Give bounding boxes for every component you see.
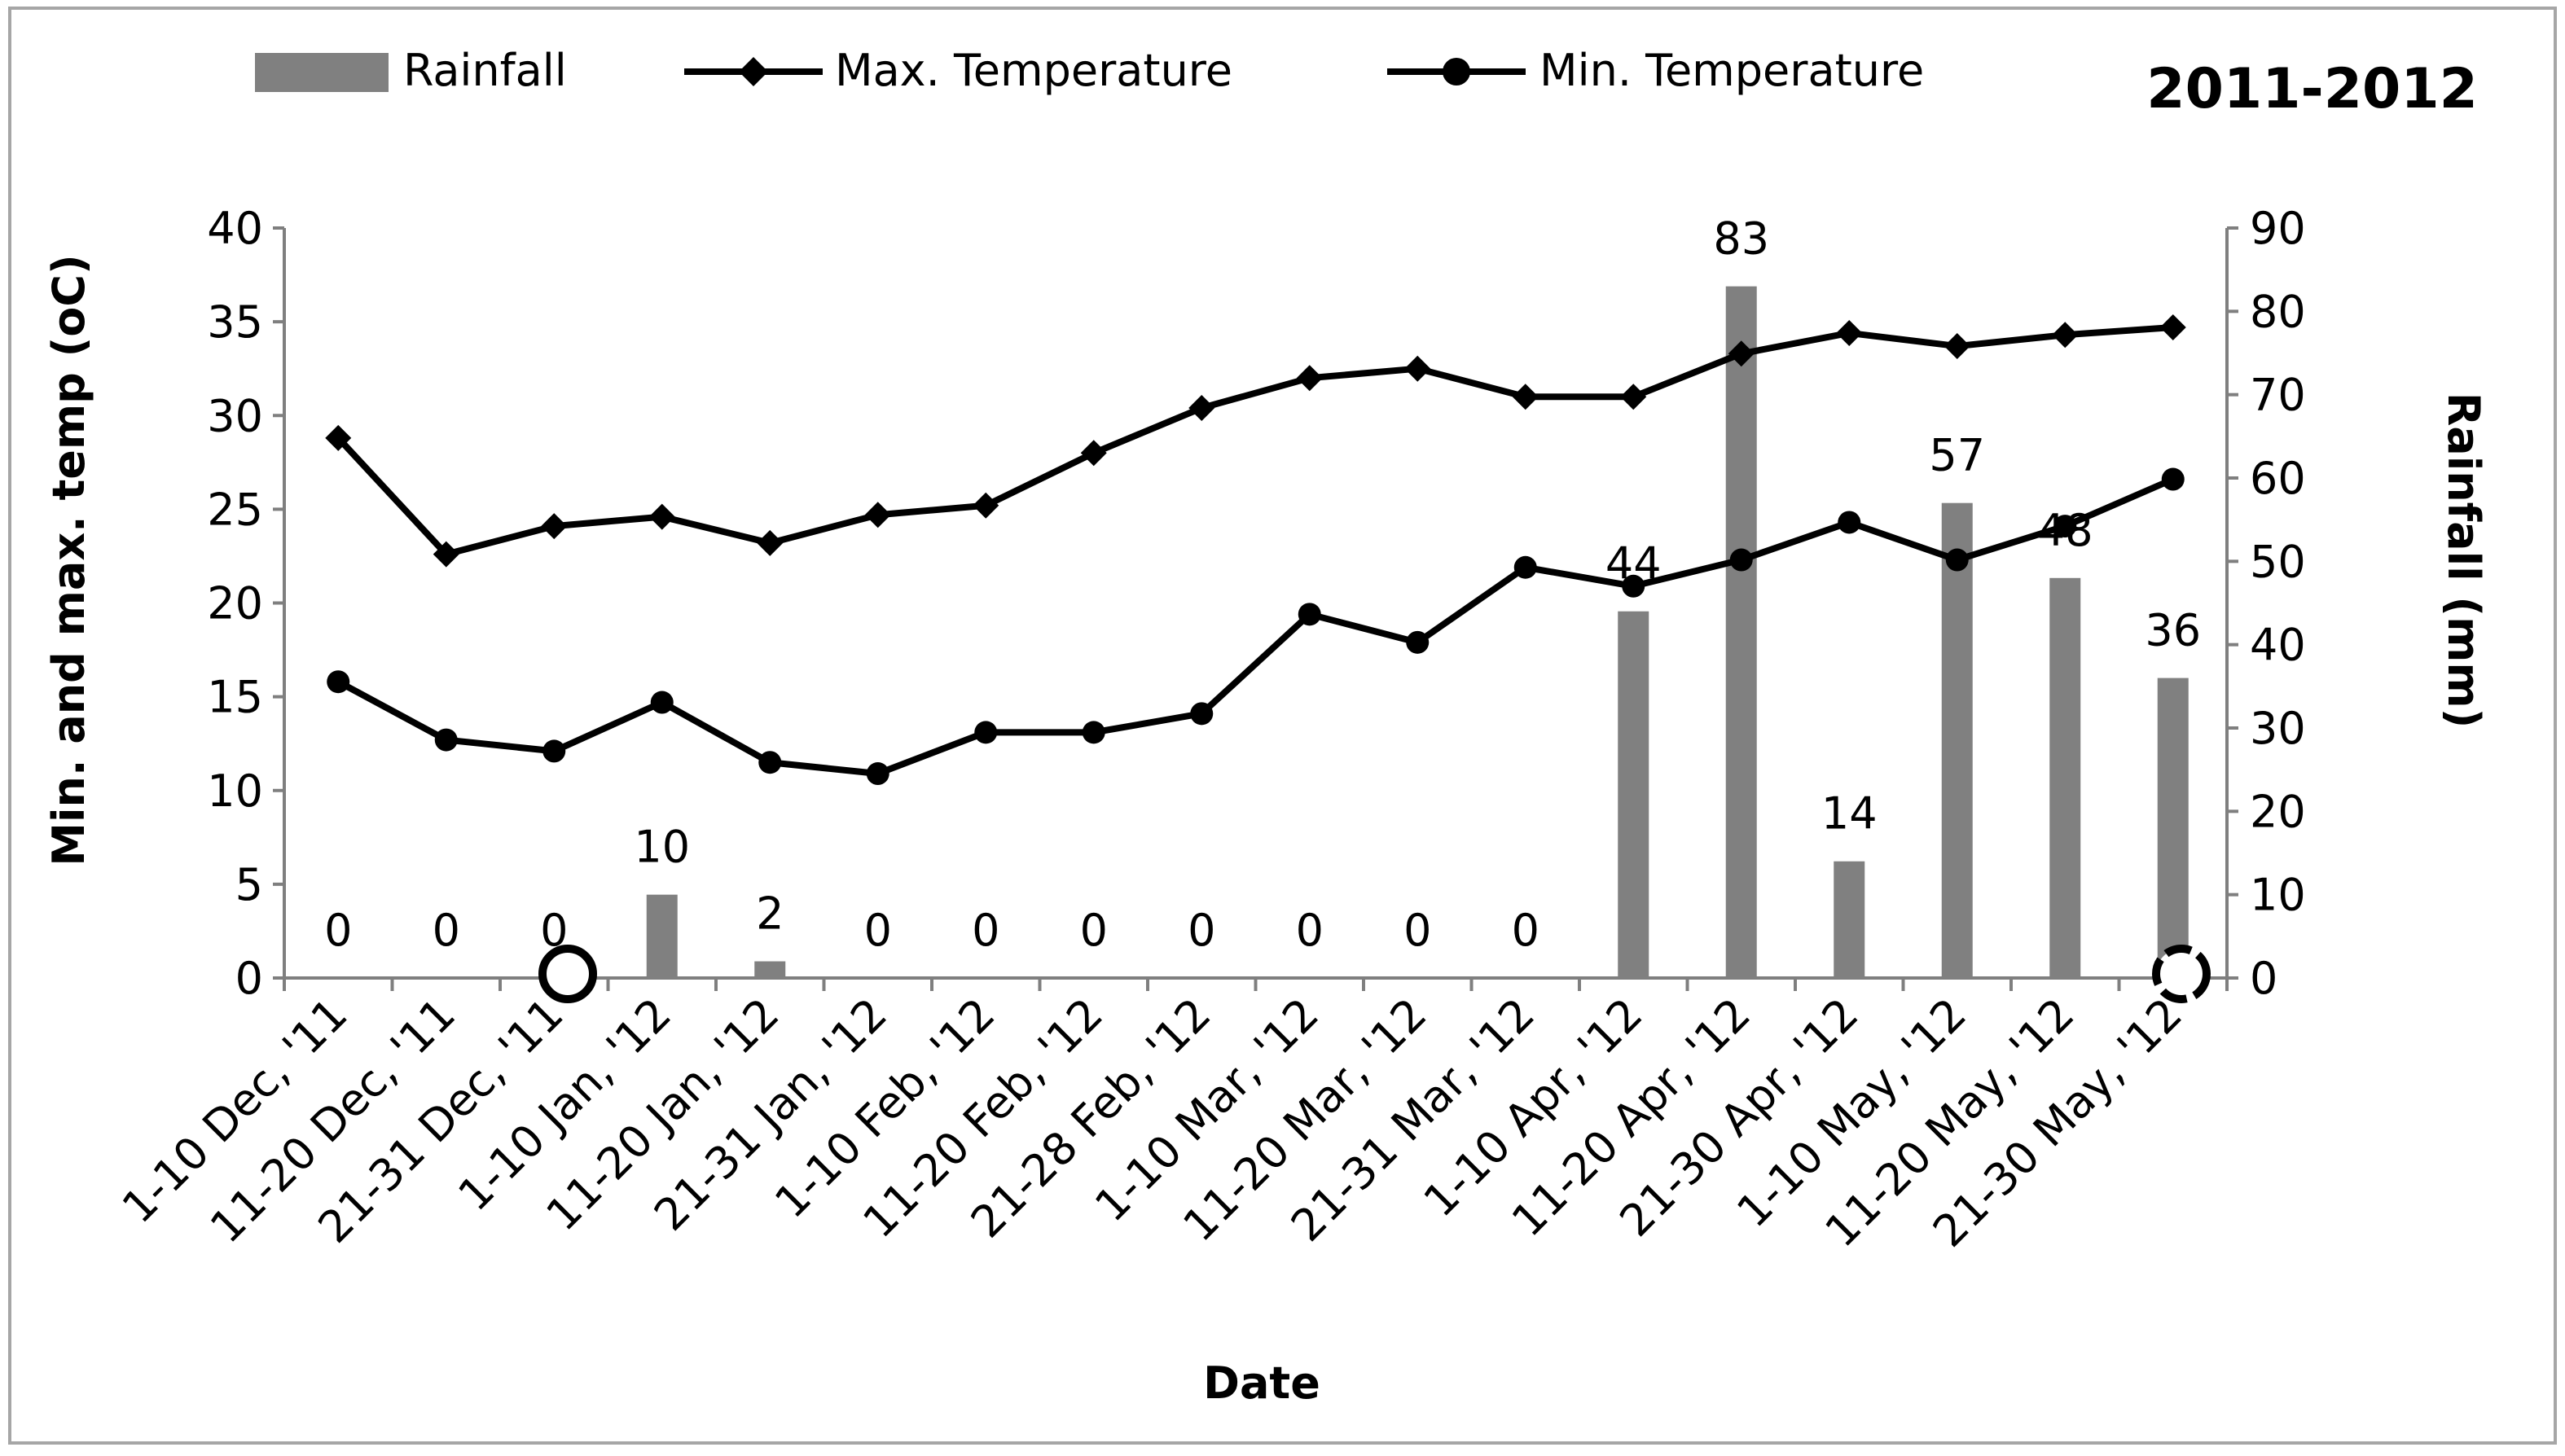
max-temperature-point [648, 503, 675, 530]
x-axis-title: Date [1203, 1357, 1320, 1409]
rainfall-data-label: 0 [1296, 905, 1324, 956]
rainfall-data-label: 36 [2145, 605, 2201, 656]
y2-tick-label: 70 [2250, 370, 2306, 421]
min-temperature-point [1082, 721, 1105, 744]
min-temperature-point [1945, 548, 1969, 572]
max-temperature-point [1836, 319, 1863, 346]
max-temperature-point [325, 424, 352, 451]
y-tick-label: 25 [207, 484, 263, 535]
max-temperature-point [1512, 384, 1539, 410]
circle-marker-icon [538, 945, 597, 1003]
rainfall-data-label: 0 [972, 905, 999, 956]
y2-axis-title: Rainfall (mm) [2438, 393, 2489, 729]
legend-rainfall-swatch [255, 53, 389, 92]
y2-tick-label: 0 [2250, 953, 2277, 1004]
max-temperature-line [336, 324, 2174, 558]
min-temperature-point [650, 691, 674, 714]
rainfall-data-label: 0 [433, 905, 460, 956]
y-tick-label: 5 [235, 859, 263, 910]
max-temperature-point [2159, 314, 2186, 341]
rainfall-data-label: 0 [1188, 905, 1215, 956]
y-tick-label: 35 [207, 296, 263, 348]
rainfall-data-label: 10 [634, 822, 690, 873]
rainfall-bar [2157, 678, 2189, 978]
min-temperature-point [1190, 702, 1214, 726]
y-tick-label: 15 [207, 672, 263, 723]
chart-frame [8, 7, 2557, 1445]
y-axis-title: Min. and max. temp (oC) [43, 254, 94, 866]
min-temperature-point [974, 721, 998, 744]
y-tick-label: 30 [207, 390, 263, 441]
max-temperature-point [1620, 384, 1647, 410]
y-tick-label: 10 [207, 765, 263, 817]
max-temperature-point [757, 529, 784, 556]
y2-tick-label: 80 [2250, 286, 2306, 337]
rainfall-data-label: 0 [1080, 905, 1108, 956]
rainfall-bar [1834, 861, 1865, 978]
min-temperature-point [2161, 467, 2185, 491]
rainfall-bar [1618, 611, 1649, 978]
rainfall-bar [754, 961, 786, 978]
legend-min-marker [1443, 58, 1470, 86]
max-temperature-point [1404, 355, 1431, 382]
min-temperature-line [336, 476, 2175, 778]
legend-max-label: Max. Temperature [835, 45, 1232, 96]
y2-tick-label: 40 [2250, 620, 2306, 671]
max-temperature-point [1728, 340, 1755, 367]
max-temperature-point [973, 492, 999, 519]
rainfall-data-label: 0 [324, 905, 352, 956]
legend-min-label: Min. Temperature [1539, 45, 1924, 96]
max-temperature-point [1188, 395, 1215, 422]
legend: Rainfall Max. Temperature Min. Temperatu… [255, 45, 1924, 96]
rainfall-bar [2049, 577, 2081, 978]
min-temperature-point [1298, 603, 1321, 626]
min-temperature-point [2053, 515, 2077, 538]
max-temperature-point [2052, 322, 2079, 349]
min-temperature-point [1406, 630, 1430, 654]
rainfall-bar [1725, 286, 1757, 979]
min-temperature-point [758, 751, 782, 774]
min-temperature-point [434, 728, 458, 752]
rainfall-data-label: 2 [756, 888, 784, 940]
max-temperature-point [864, 502, 891, 528]
y-tick-label: 40 [207, 203, 263, 254]
dashed-circle-marker-icon [2152, 945, 2211, 1003]
legend-max-marker [739, 57, 768, 86]
y2-tick-label: 30 [2250, 703, 2306, 754]
rainfall-data-label: 57 [1929, 430, 1985, 481]
max-temperature-point [1296, 365, 1323, 392]
max-temperature-point [1080, 440, 1107, 467]
rainfall-data-label: 0 [1403, 905, 1431, 956]
y-tick-label: 20 [207, 578, 263, 629]
min-temperature-point [1513, 555, 1537, 579]
min-temperature-point [1838, 511, 1861, 534]
min-temperature-point [1622, 574, 1645, 598]
y2-tick-label: 90 [2250, 203, 2306, 254]
rainfall-data-label: 14 [1821, 788, 1878, 840]
max-temperature-point [433, 541, 459, 568]
rainfall-data-label: 0 [864, 905, 892, 956]
chart-title: 2011-2012 [2146, 57, 2478, 121]
min-temperature-point [327, 670, 350, 694]
min-temperature-point [1729, 548, 1753, 572]
y-tick-label: 0 [235, 953, 263, 1004]
rainfall-data-label: 48 [2037, 505, 2093, 556]
rainfall-data-label: 0 [1512, 905, 1539, 956]
legend-rainfall-label: Rainfall [403, 45, 567, 96]
max-temperature-point [541, 513, 568, 540]
y2-tick-label: 60 [2250, 453, 2306, 504]
y2-tick-label: 50 [2250, 536, 2306, 587]
max-temperature-point [1944, 333, 1970, 360]
min-temperature-point [866, 762, 889, 786]
y2-tick-label: 20 [2250, 786, 2306, 837]
y2-tick-label: 10 [2250, 870, 2306, 921]
rainfall-bar [646, 894, 678, 978]
rainfall-data-label: 83 [1713, 213, 1769, 265]
min-temperature-point [542, 739, 566, 763]
rainfall-data-label: 44 [1605, 538, 1662, 590]
rainfall-bar [1941, 502, 1973, 978]
